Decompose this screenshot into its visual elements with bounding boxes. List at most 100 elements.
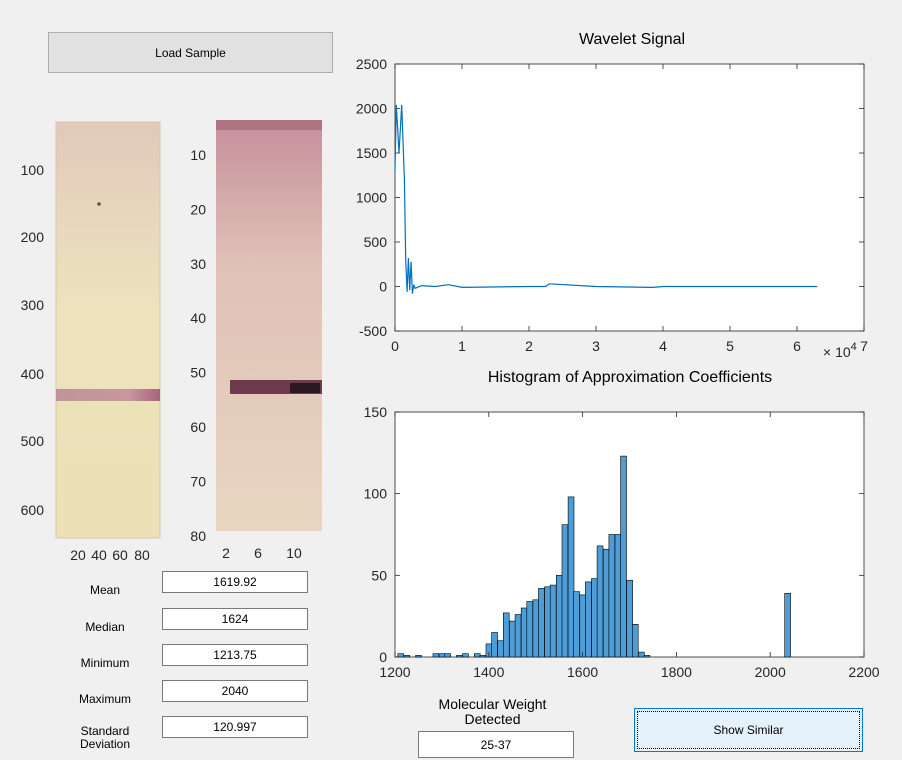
histogram-bar [397, 653, 405, 658]
sample-gel-image [56, 122, 160, 538]
y-tick-label: 2500 [356, 56, 387, 72]
histogram-bar [520, 607, 528, 658]
y-tick-label: 30 [190, 256, 206, 272]
histogram-bar [462, 653, 469, 658]
y-tick-label: 50 [371, 567, 387, 583]
x-tick-label: 6 [793, 338, 801, 354]
stat-label-maximum: Maximum [78, 692, 131, 706]
x-tick-label: 80 [134, 547, 150, 563]
histogram-bar [626, 579, 633, 658]
histogram-bar [573, 591, 580, 658]
histogram-bar [456, 655, 463, 658]
y-tick-label: 40 [190, 310, 206, 326]
sample-image-axes: 100 200 300 400 500 600 20 40 60 80 [21, 121, 161, 563]
histogram-bar [444, 653, 451, 658]
zoomed-gel-image [216, 120, 322, 531]
histogram-bar [643, 655, 651, 658]
load-sample-button[interactable]: Load Sample [48, 32, 333, 73]
x-tick-label: 1200 [379, 664, 410, 680]
y-tick-label: 200 [21, 229, 45, 245]
histogram-bar [561, 524, 569, 658]
y-tick-label: 600 [21, 502, 45, 518]
histogram-bar [585, 581, 592, 658]
stat-field-mean[interactable]: 1619.92 [162, 571, 308, 593]
histogram-bar [479, 655, 487, 658]
histogram-bar [438, 653, 446, 658]
y-tick-label: 500 [21, 433, 45, 449]
histogram-bar [638, 651, 645, 658]
histogram-bar [614, 534, 622, 658]
y-tick-label: 60 [190, 419, 206, 435]
signal-series-line [394, 104, 818, 294]
x-tick-label: 2 [222, 545, 230, 560]
plot-area [394, 63, 865, 332]
histogram-bar [591, 578, 598, 658]
x-tick-label: 5 [726, 338, 734, 354]
x-tick-label: 10 [286, 545, 302, 560]
show-similar-button[interactable]: Show Similar [634, 708, 863, 752]
histogram-bar [514, 614, 522, 658]
zoomed-image-axes: 10 20 30 40 50 60 70 80 2 6 10 [190, 120, 322, 560]
y-tick-label: 70 [190, 473, 206, 489]
histogram-bar [579, 594, 587, 658]
x-tick-label: 1600 [567, 664, 598, 680]
histogram-bar [567, 496, 575, 658]
y-tick-label: 50 [190, 365, 206, 381]
histogram-bar [602, 548, 610, 658]
histogram-bar [491, 632, 498, 658]
molecular-weight-field[interactable]: 25-37 [418, 731, 574, 758]
stat-label-standard: Standard Deviation [79, 724, 131, 751]
x-tick-label: 7 [860, 338, 868, 354]
y-tick-label: 1500 [356, 145, 387, 161]
chart-title: Wavelet Signal [579, 31, 685, 48]
histogram-bar [556, 575, 563, 658]
y-tick-label: 1000 [356, 190, 387, 206]
stat-field-standard[interactable]: 120.997 [162, 716, 308, 738]
histogram-bar [503, 612, 510, 658]
gel-band [56, 389, 160, 401]
histogram-bar [538, 588, 545, 658]
x-tick-label: 20 [70, 547, 86, 563]
histogram-bar [526, 601, 534, 658]
x-tick-label: 2200 [848, 664, 879, 680]
stat-label-minimum: Minimum [80, 656, 130, 670]
histogram-bar [784, 593, 791, 658]
y-tick-label: 300 [21, 297, 45, 313]
histogram-bar [474, 653, 481, 658]
stat-field-maximum[interactable]: 2040 [162, 680, 308, 702]
y-tick-label: -500 [359, 323, 387, 339]
y-tick-label: 400 [21, 366, 45, 382]
y-tick-label: 10 [190, 147, 206, 163]
x-tick-label: 1 [458, 338, 466, 354]
x-tick-label: 1400 [473, 664, 504, 680]
x-tick-label: 6 [254, 545, 262, 560]
x-tick-label: 40 [91, 547, 107, 563]
y-tick-label: 0 [379, 649, 387, 665]
histogram-bar [509, 620, 516, 658]
y-tick-label: 20 [190, 201, 206, 217]
y-tick-label: 100 [364, 486, 388, 502]
x-tick-label: 2 [525, 338, 533, 354]
y-tick-label: 2000 [356, 101, 387, 117]
x-tick-label: 60 [112, 547, 128, 563]
chart-title: Histogram of Approximation Coefficients [488, 369, 772, 386]
stat-field-median[interactable]: 1624 [162, 608, 308, 630]
histogram-bar [631, 623, 639, 658]
histogram-bar [544, 586, 551, 658]
y-tick-label: 150 [364, 404, 388, 420]
histogram-bar [497, 640, 504, 658]
x-tick-label: 3 [592, 338, 600, 354]
x-tick-label: 0 [391, 338, 399, 354]
x-tick-label: 1800 [661, 664, 692, 680]
stat-label-median: Median [85, 620, 125, 634]
histogram-bar [620, 455, 627, 658]
histogram-bar [608, 534, 616, 658]
histogram-bar [415, 655, 422, 658]
x-exponent-label: × 104 [823, 341, 857, 360]
y-tick-label: 500 [364, 234, 388, 250]
histogram-bar [549, 584, 557, 658]
stat-field-minimum[interactable]: 1213.75 [162, 644, 308, 666]
y-tick-label: 80 [190, 528, 206, 544]
histogram-chart: Histogram of Approximation Coefficients … [364, 369, 880, 680]
y-tick-label: 0 [379, 279, 387, 295]
